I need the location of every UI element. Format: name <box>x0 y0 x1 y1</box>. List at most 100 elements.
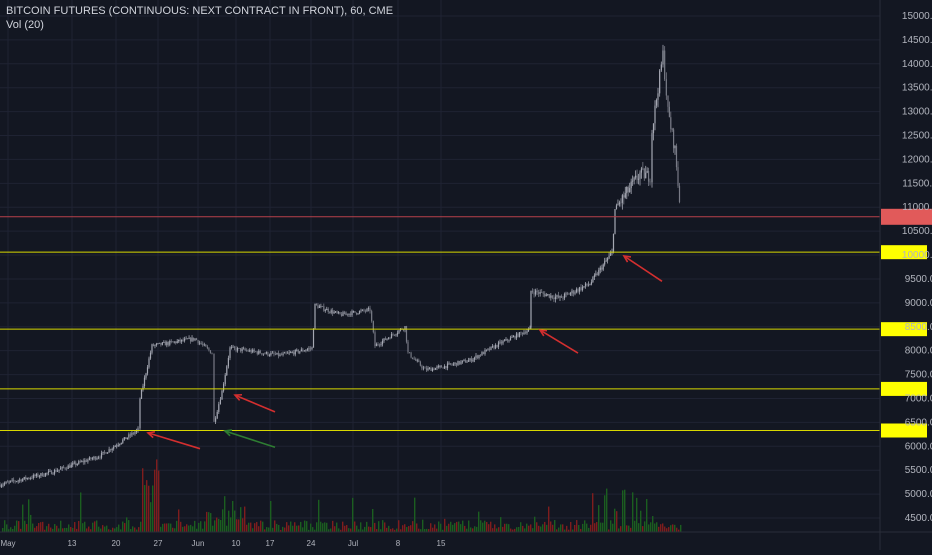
volume-bar <box>380 529 382 532</box>
volume-bar <box>156 459 158 532</box>
candle-body <box>583 286 585 288</box>
candle-body <box>428 367 431 369</box>
candle-body <box>37 473 39 477</box>
volume-bar <box>222 509 224 532</box>
volume-bar <box>180 521 182 532</box>
volume-bar <box>624 489 626 532</box>
volume-bar <box>648 524 650 532</box>
candle-body <box>173 341 175 343</box>
support-level-tag <box>881 322 927 337</box>
candle-body <box>395 334 397 336</box>
candle-body <box>20 479 22 482</box>
volume-bar <box>678 529 680 532</box>
candle-body <box>132 432 135 434</box>
candle-body <box>618 202 621 205</box>
volume-layer <box>2 459 682 532</box>
volume-bar <box>102 525 104 532</box>
candle-body <box>267 352 269 356</box>
candle-body <box>551 295 553 298</box>
candle-body <box>179 339 181 342</box>
volume-bar <box>100 528 102 532</box>
volume-bar <box>652 516 654 532</box>
candle-body <box>85 460 87 462</box>
volume-bar <box>494 524 496 532</box>
y-axis-tick-label: 14500.0 <box>902 35 932 46</box>
candle-body <box>63 466 65 468</box>
candle-body <box>542 292 544 294</box>
candle-body <box>369 308 371 312</box>
candle-body <box>609 253 612 256</box>
volume-bar <box>518 526 520 532</box>
volume-bar <box>654 523 656 532</box>
volume-bar <box>310 523 312 532</box>
candle-body <box>221 390 223 400</box>
candle-body <box>584 283 587 287</box>
candle-body <box>496 344 498 347</box>
volume-bar <box>446 525 448 532</box>
candle-body <box>651 133 653 183</box>
volume-bar <box>498 527 500 532</box>
volume-bar <box>282 526 284 532</box>
candle-body <box>82 460 84 463</box>
candle-body <box>660 64 662 71</box>
volume-bar <box>492 528 494 532</box>
volume-bar <box>630 527 632 532</box>
candle-body <box>19 479 21 481</box>
volume-bar <box>288 525 290 532</box>
volume-bar <box>104 526 106 532</box>
volume-bar <box>608 529 610 532</box>
candle-body <box>273 352 275 355</box>
volume-bar <box>502 526 504 532</box>
volume-bar <box>44 529 46 532</box>
candle-body <box>290 352 292 354</box>
candle-body <box>274 354 277 355</box>
candle-body <box>152 344 155 346</box>
annotation-arrow-red <box>539 329 579 354</box>
volume-bar <box>614 508 616 532</box>
volume-bar <box>546 524 548 532</box>
candle-body <box>487 348 489 350</box>
candle-body <box>508 340 510 342</box>
volume-bar <box>566 525 568 532</box>
candle-body <box>413 358 415 360</box>
candle-body <box>105 452 107 454</box>
candle-body <box>520 332 522 334</box>
volume-bar <box>418 528 420 532</box>
candle-body <box>49 470 51 472</box>
candle-body <box>517 333 519 337</box>
candle-body <box>645 172 647 179</box>
volume-bar <box>338 528 340 532</box>
volume-bar <box>326 522 328 532</box>
candle-body <box>500 341 503 344</box>
volume-bar <box>558 527 560 532</box>
candle-body <box>448 363 450 365</box>
volume-bar <box>548 506 550 532</box>
candle-body <box>131 432 133 436</box>
annotation-arrowhead-red <box>538 329 548 337</box>
candle-body <box>464 360 467 363</box>
volume-bar <box>658 526 660 532</box>
volume-bar <box>350 528 352 532</box>
volume-bar <box>192 526 194 532</box>
candle-body <box>493 346 495 349</box>
volume-bar <box>628 525 630 532</box>
candle-body <box>163 341 165 343</box>
volume-bar <box>2 528 4 532</box>
volume-bar <box>330 528 332 532</box>
candle-body <box>151 344 153 353</box>
candle-body <box>675 145 678 168</box>
volume-bar <box>432 527 434 532</box>
candle-body <box>652 123 655 134</box>
y-axis-tick-label: 8500.0 <box>905 322 932 333</box>
candle-body <box>60 468 62 470</box>
volume-bar <box>500 517 502 532</box>
candle-body <box>143 377 146 387</box>
candle-body <box>216 411 218 419</box>
volume-bar <box>612 523 614 532</box>
volume-bar <box>158 470 160 532</box>
candle-body <box>285 352 287 354</box>
candle-body <box>629 188 631 193</box>
candle-body <box>31 478 33 479</box>
candle-body <box>386 338 388 340</box>
